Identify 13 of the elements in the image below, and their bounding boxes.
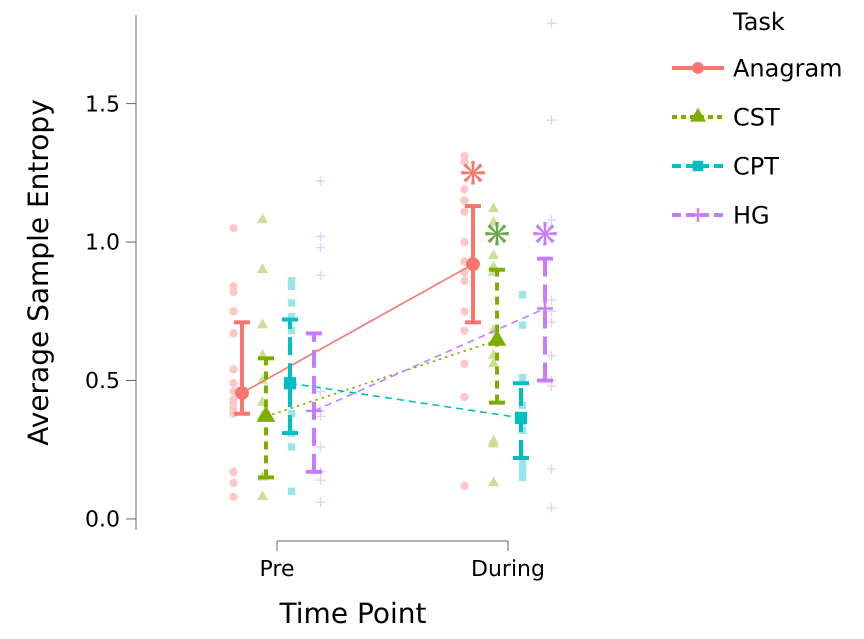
x-tick-label: Pre — [260, 557, 294, 582]
legend-label: Anagram — [733, 54, 843, 82]
y-tick-label: 0.5 — [85, 369, 120, 394]
x-tick-label: During — [471, 557, 545, 582]
legend-label: HG — [733, 201, 770, 230]
legend-title: Task — [732, 8, 785, 36]
y-tick-label: 0.0 — [85, 508, 120, 533]
x-axis-title: Time Point — [278, 597, 426, 630]
legend-label: CPT — [733, 152, 780, 180]
y-tick-label: 1.5 — [85, 92, 120, 118]
y-tick-label: 1.0 — [85, 230, 120, 256]
legend-label: CST — [733, 103, 780, 132]
y-axis-title: Average Sample Entropy — [22, 99, 55, 446]
